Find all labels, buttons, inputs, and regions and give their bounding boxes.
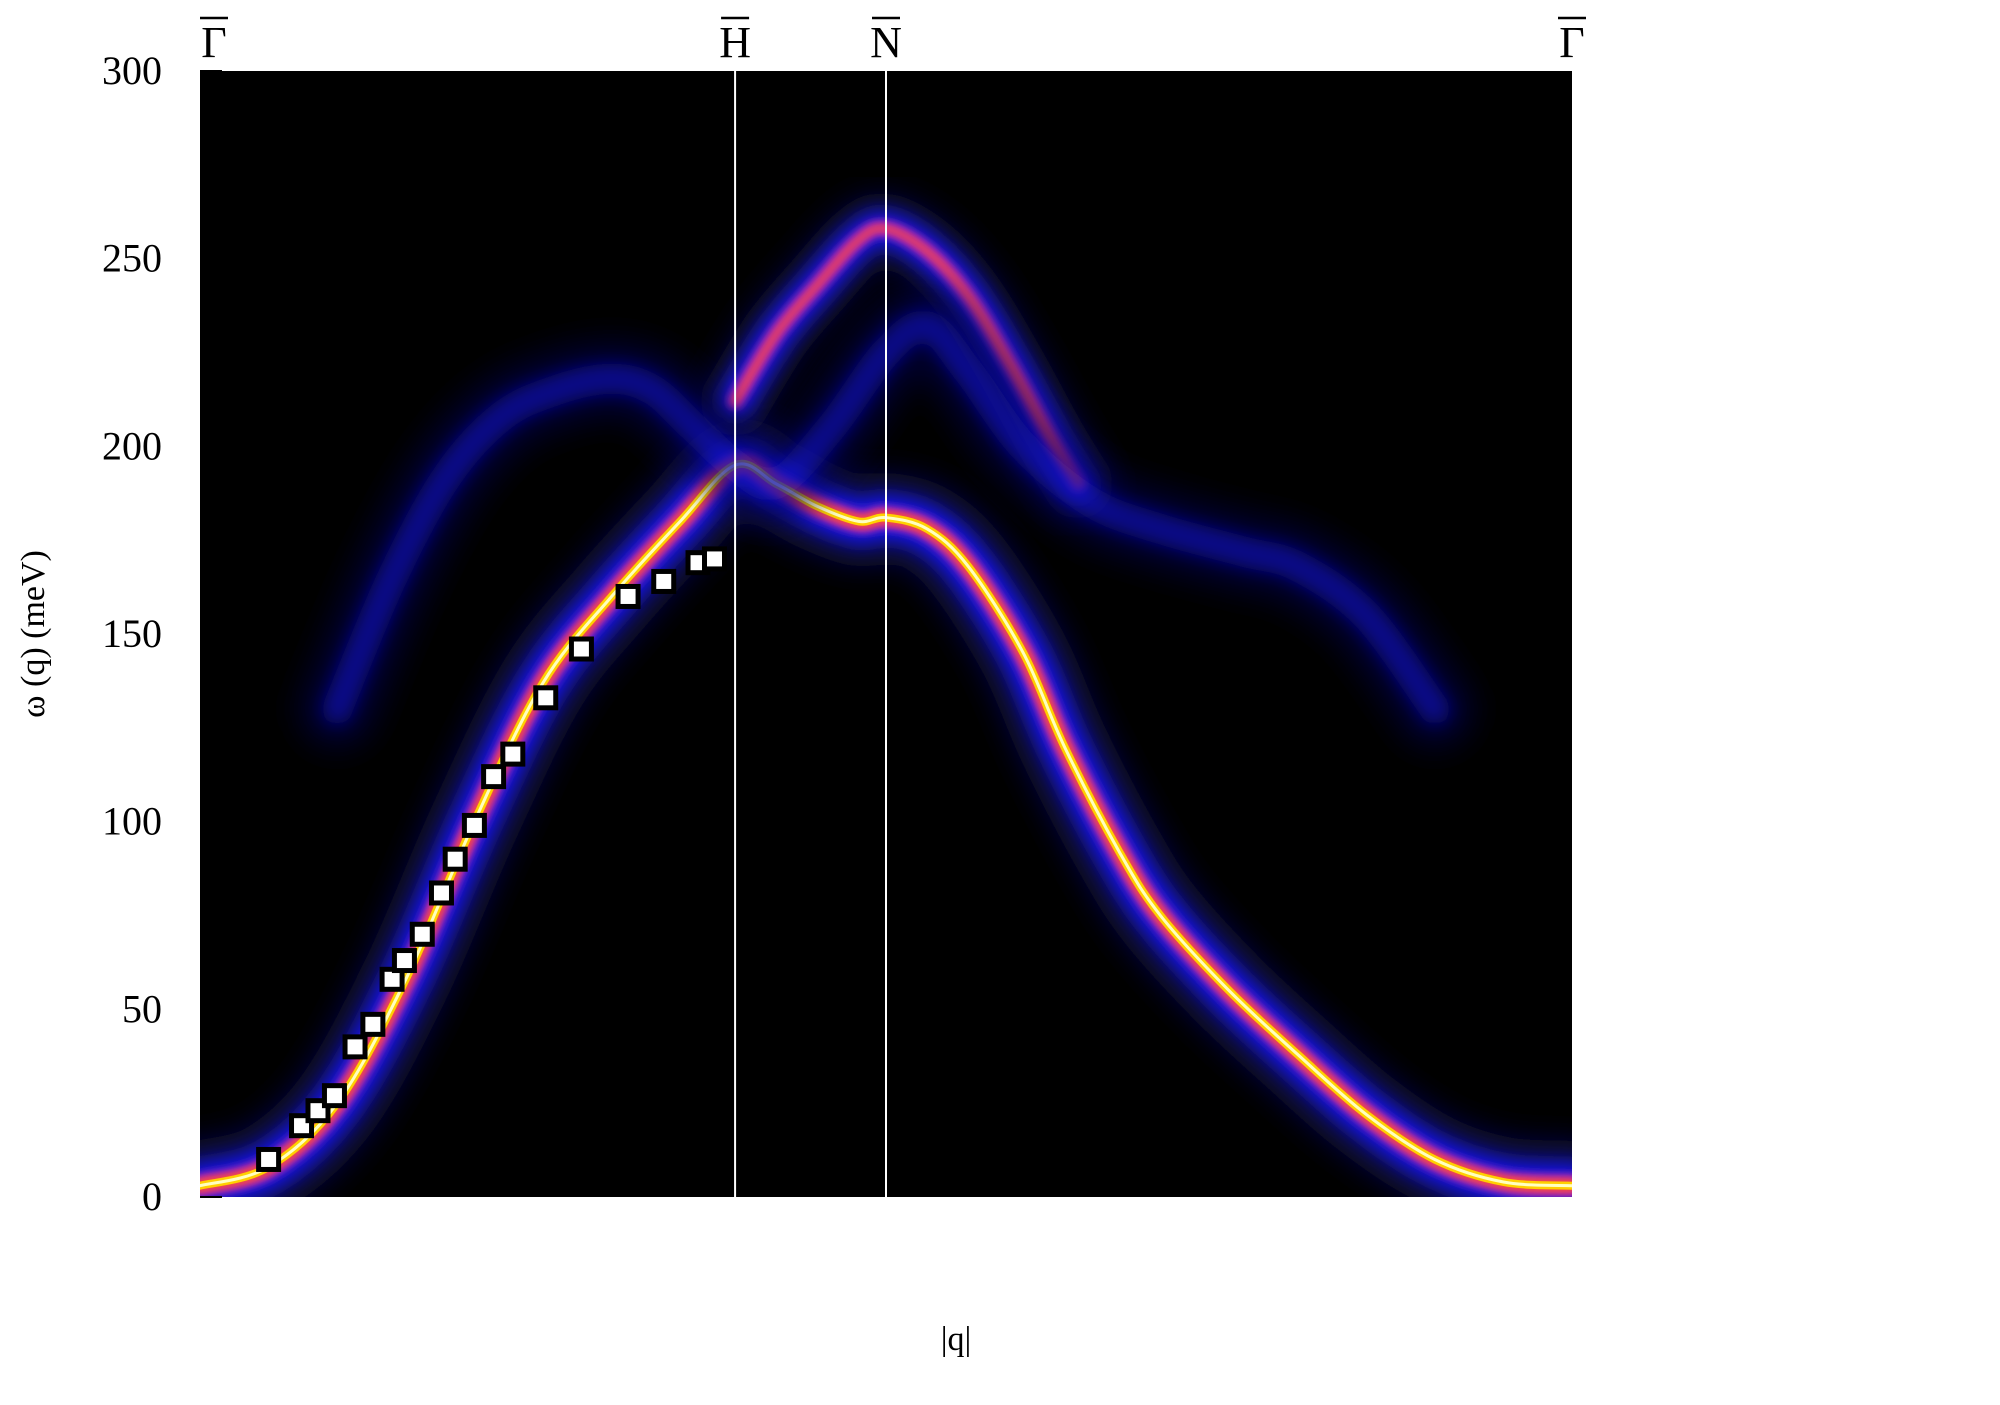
experimental-point — [568, 636, 594, 662]
y-tick-label: 50 — [122, 986, 162, 1031]
axis-labels: ω (q) (meV) |q| — [15, 550, 971, 1358]
experimental-point — [428, 880, 454, 906]
y-tick-label: 100 — [102, 799, 162, 844]
y-tick-label: 300 — [102, 48, 162, 93]
experimental-point — [360, 1011, 386, 1037]
y-tick-label: 250 — [102, 236, 162, 281]
axes: 0 50 100 150 200 250 300 Γ H N Γ — [102, 16, 1586, 1219]
band-stroke — [322, 310, 1450, 725]
experimental-point — [481, 764, 507, 790]
experimental-point — [321, 1083, 347, 1109]
experimental-point — [256, 1146, 282, 1172]
experimental-point — [651, 568, 677, 594]
experimental-point — [409, 921, 435, 947]
symmetry-point-label: Γ — [201, 18, 226, 67]
high-symmetry-lines — [734, 71, 887, 1197]
experimental-point — [342, 1034, 368, 1060]
experimental-point — [533, 685, 559, 711]
symmetry-point-label: H — [719, 18, 751, 67]
band-faint — [297, 285, 1475, 750]
y-tick-label: 150 — [102, 611, 162, 656]
y-tick-label: 0 — [142, 1174, 162, 1219]
symmetry-point-label: N — [870, 18, 902, 67]
experimental-point — [615, 583, 641, 609]
x-axis-label: |q| — [941, 1321, 972, 1358]
experimental-point — [442, 846, 468, 872]
experimental-point — [391, 948, 417, 974]
y-tick-label: 200 — [102, 423, 162, 468]
experimental-point — [500, 741, 526, 767]
experimental-point — [702, 546, 727, 572]
experimental-points — [256, 546, 727, 1172]
symmetry-point-label: Γ — [1559, 18, 1584, 67]
experimental-point — [461, 812, 487, 838]
y-axis-label: ω (q) (meV) — [15, 550, 52, 718]
